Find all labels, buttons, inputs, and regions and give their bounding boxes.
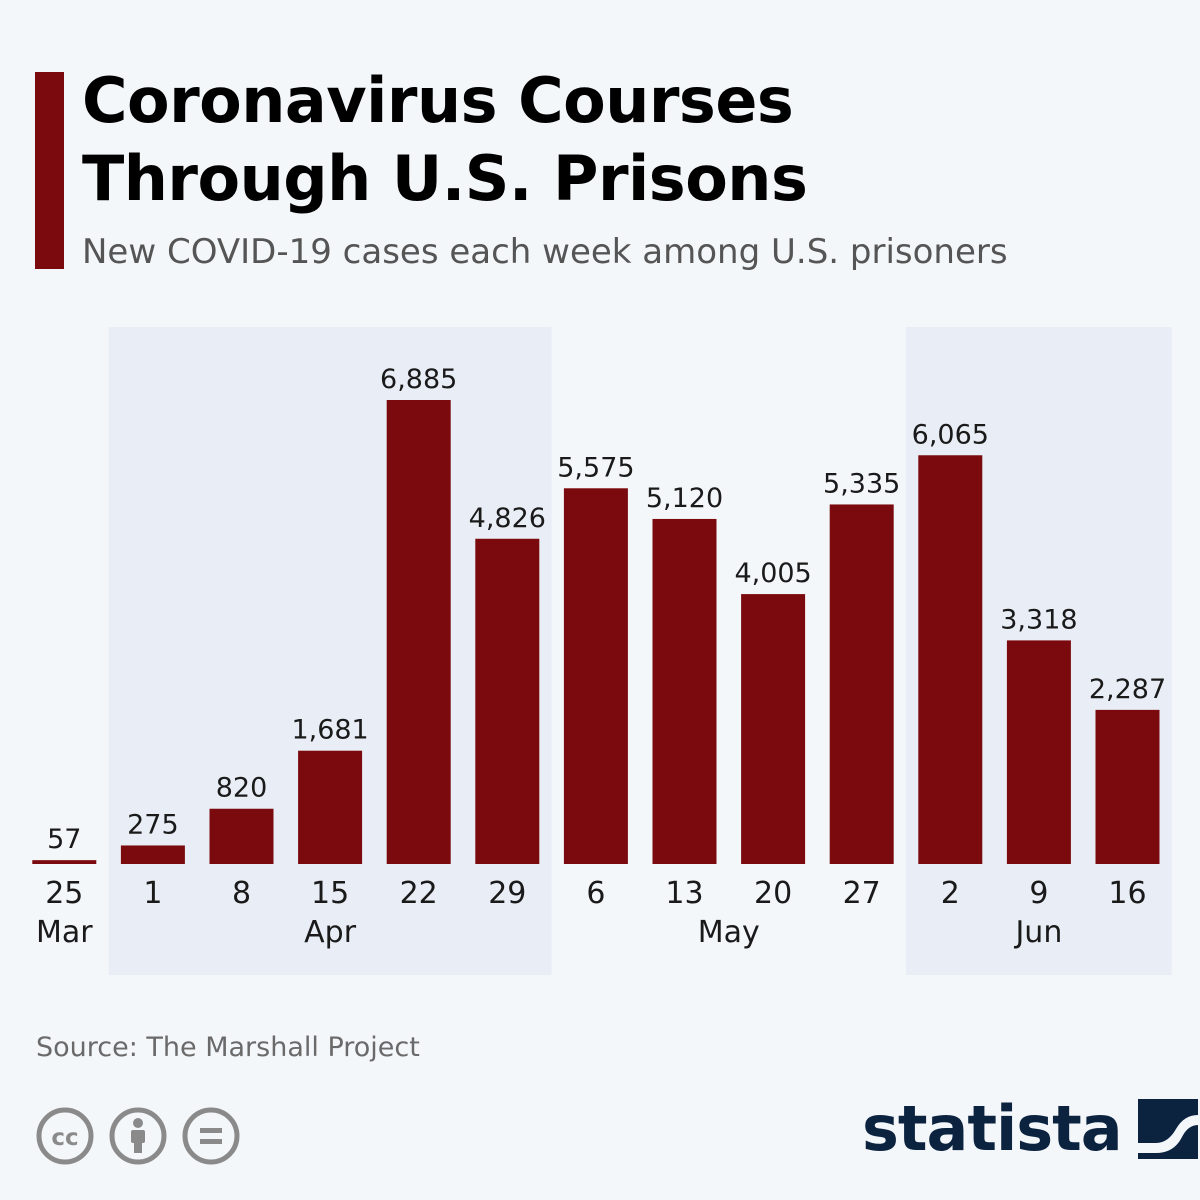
tick-label-7: 13 <box>665 876 703 911</box>
month-label-mar: Mar <box>36 915 93 950</box>
chart-subtitle: New COVID-19 cases each week among U.S. … <box>82 232 1008 272</box>
tick-label-10: 2 <box>941 876 960 911</box>
tick-label-6: 6 <box>586 876 605 911</box>
tick-label-11: 9 <box>1029 876 1048 911</box>
bar-6 <box>563 488 628 864</box>
value-label-6: 5,575 <box>557 452 634 483</box>
bar-2 <box>209 808 274 864</box>
value-label-12: 2,287 <box>1089 674 1166 705</box>
value-label-2: 820 <box>216 773 268 804</box>
bar-chart: 5725275182081,681156,885224,826295,57565… <box>32 327 1172 975</box>
statista-brand: statista <box>862 1092 1198 1165</box>
bar-3 <box>298 750 363 864</box>
bar-4 <box>386 400 451 864</box>
title-accent-bar <box>35 72 64 269</box>
month-label-apr: Apr <box>304 915 357 950</box>
value-label-4: 6,885 <box>380 364 457 395</box>
bar-7 <box>652 518 717 864</box>
month-label-may: May <box>698 915 760 950</box>
bar-10 <box>918 455 983 864</box>
no-derivatives-icon <box>181 1106 241 1166</box>
value-label-9: 5,335 <box>823 468 900 499</box>
brand-name: statista <box>862 1092 1123 1165</box>
statista-logo-icon <box>1137 1098 1198 1159</box>
tick-label-2: 8 <box>232 876 251 911</box>
tick-label-3: 15 <box>311 876 349 911</box>
tick-label-0: 25 <box>45 876 83 911</box>
tick-label-12: 16 <box>1108 876 1146 911</box>
value-label-10: 6,065 <box>912 419 989 450</box>
value-label-7: 5,120 <box>646 483 723 514</box>
value-label-1: 275 <box>127 809 179 840</box>
month-label-jun: Jun <box>1013 915 1062 950</box>
source-note: Source: The Marshall Project <box>36 1032 420 1063</box>
value-label-8: 4,005 <box>734 558 811 589</box>
cc-icon: cc <box>35 1106 95 1166</box>
title-line-2: Through U.S. Prisons <box>82 142 808 215</box>
tick-label-5: 29 <box>488 876 526 911</box>
tick-label-8: 20 <box>754 876 792 911</box>
tick-label-4: 22 <box>400 876 438 911</box>
tick-label-9: 27 <box>843 876 881 911</box>
value-label-3: 1,681 <box>291 715 368 746</box>
bar-1 <box>120 845 185 864</box>
svg-text:cc: cc <box>51 1125 78 1151</box>
title-line-1: Coronavirus Courses <box>82 64 794 137</box>
bar-0 <box>32 860 97 864</box>
value-label-5: 4,826 <box>469 503 546 534</box>
bar-8 <box>741 594 806 864</box>
value-label-0: 57 <box>47 824 81 855</box>
bar-9 <box>829 504 894 864</box>
attribution-icon <box>108 1106 168 1166</box>
bar-12 <box>1095 709 1160 864</box>
chart-title: Coronavirus Courses Through U.S. Prisons <box>82 62 808 218</box>
value-label-11: 3,318 <box>1000 604 1077 635</box>
bar-11 <box>1006 640 1071 864</box>
tick-label-1: 1 <box>143 876 162 911</box>
license-icons: cc <box>35 1106 241 1166</box>
bar-5 <box>475 538 540 864</box>
